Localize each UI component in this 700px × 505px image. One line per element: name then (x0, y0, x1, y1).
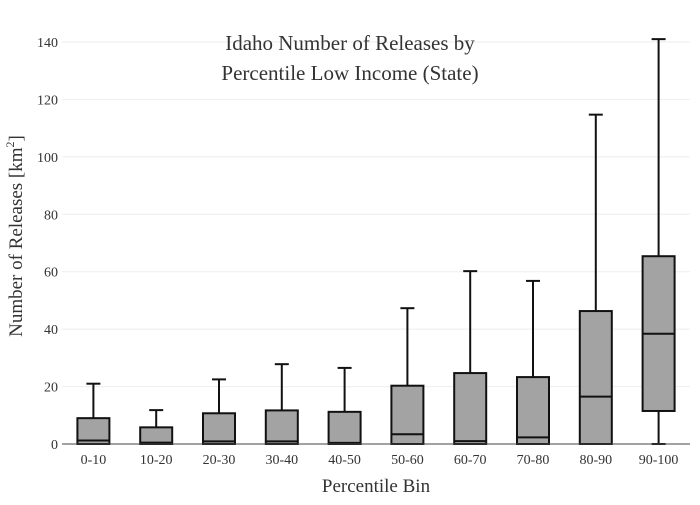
x-tick-label: 90-100 (639, 453, 679, 468)
y-tick-label: 140 (37, 36, 58, 51)
iqr-box (202, 412, 236, 446)
iqr-box (578, 310, 613, 445)
x-tick-label: 50-60 (391, 453, 424, 468)
y-tick-label: 80 (44, 208, 58, 223)
box-40-50 (327, 366, 362, 445)
y-tick-label: 60 (44, 266, 58, 281)
x-tick-label: 30-40 (265, 453, 298, 468)
iqr-box (516, 376, 550, 445)
y-tick-label: 20 (44, 381, 58, 396)
iqr-box (390, 384, 425, 445)
boxes-layer (76, 38, 676, 446)
x-tick-label: 70-80 (517, 453, 550, 468)
x-axis-title: Percentile Bin (322, 476, 431, 497)
x-tick-label: 40-50 (328, 453, 361, 468)
tick-labels: 0 20 40 60 80 100 120 140 0-10 10-20 20-30 30-40 40-… (37, 36, 678, 468)
iqr-box (327, 410, 362, 445)
box-90-100 (641, 38, 676, 445)
iqr-box (453, 372, 488, 445)
box-10-20 (139, 409, 174, 445)
y-tick-label: 40 (44, 323, 58, 338)
box-0-10 (76, 382, 111, 445)
y-axis-title-tail: ] (6, 135, 27, 141)
box-50-60 (390, 307, 425, 445)
y-axis-title-superscript: 2 (3, 141, 17, 147)
y-tick-label: 100 (37, 151, 58, 166)
y-axis-title-main: Number of Releases [km (6, 147, 27, 337)
box-30-40 (264, 363, 299, 446)
box-80-90 (578, 113, 613, 445)
gridlines (62, 41, 690, 388)
x-tick-label: 10-20 (140, 453, 173, 468)
chart-title-line-2: Percentile Low Income (State) (221, 61, 478, 85)
iqr-box (139, 426, 174, 445)
box-70-80 (516, 279, 550, 445)
y-tick-label: 0 (51, 438, 58, 453)
y-axis-title: Number of Releases [km2] (3, 135, 27, 337)
box-60-70 (453, 270, 488, 445)
iqr-box (264, 409, 299, 446)
x-tick-label: 60-70 (454, 453, 487, 468)
chart-title-line-1: Idaho Number of Releases by (225, 31, 475, 55)
y-tick-label: 120 (37, 93, 58, 108)
x-tick-label: 20-30 (203, 453, 236, 468)
x-tick-label: 0-10 (81, 453, 107, 468)
x-tick-label: 80-90 (579, 453, 612, 468)
box-20-30 (202, 378, 236, 446)
